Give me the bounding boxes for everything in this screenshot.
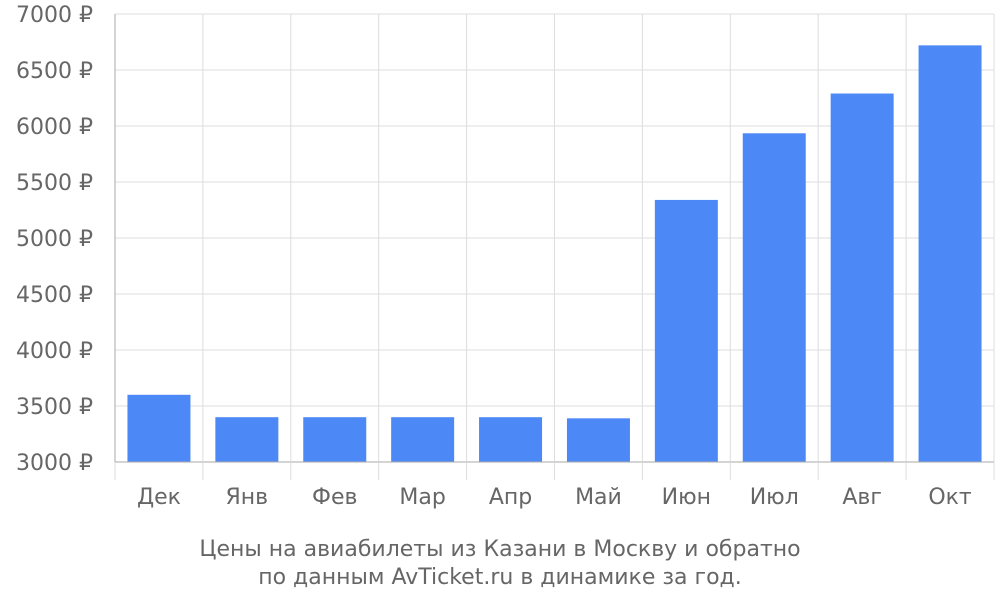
x-tick-label: Фев bbox=[312, 485, 357, 510]
y-tick-label: 3500 ₽ bbox=[16, 395, 93, 420]
x-tick-label: Июн bbox=[662, 485, 711, 510]
bar bbox=[127, 394, 191, 462]
caption-line-2: по данным AvTicket.ru в динамике за год. bbox=[258, 565, 742, 590]
x-tick-label: Мар bbox=[399, 485, 445, 510]
bar bbox=[391, 417, 455, 462]
caption-line-1: Цены на авиабилеты из Казани в Москву и … bbox=[199, 537, 800, 562]
bar bbox=[830, 93, 894, 463]
x-tick-label: Июл bbox=[750, 485, 799, 510]
bars bbox=[127, 45, 982, 463]
x-tick-label: Апр bbox=[489, 485, 532, 510]
bar bbox=[566, 418, 630, 462]
bar bbox=[215, 417, 279, 462]
x-tick-label: Май bbox=[575, 485, 622, 510]
bar bbox=[654, 199, 718, 463]
y-tick-label: 3000 ₽ bbox=[16, 451, 93, 476]
x-tick-labels: Дек Янв Фев Мар Апр Май Июн Июл Авг Окт bbox=[137, 485, 972, 510]
y-tick-label: 5500 ₽ bbox=[16, 171, 93, 196]
bar bbox=[303, 417, 367, 462]
y-tick-label: 6500 ₽ bbox=[16, 59, 93, 84]
y-tick-label: 7000 ₽ bbox=[16, 3, 93, 28]
y-tick-label: 4000 ₽ bbox=[16, 339, 93, 364]
x-tick-label: Дек bbox=[137, 485, 181, 510]
y-tick-labels: 3000 ₽ 3500 ₽ 4000 ₽ 4500 ₽ 5000 ₽ 5500 ₽ 6000… bbox=[16, 3, 93, 476]
grid bbox=[115, 13, 995, 463]
bar bbox=[742, 133, 806, 462]
axes bbox=[114, 14, 995, 480]
bar bbox=[479, 417, 543, 462]
y-tick-label: 6000 ₽ bbox=[16, 115, 93, 140]
x-tick-label: Янв bbox=[226, 485, 269, 510]
x-tick-label: Окт bbox=[928, 485, 972, 510]
x-tick-label: Авг bbox=[842, 485, 882, 510]
y-tick-label: 4500 ₽ bbox=[16, 283, 93, 308]
y-tick-label: 5000 ₽ bbox=[16, 227, 93, 252]
bar bbox=[918, 45, 982, 463]
